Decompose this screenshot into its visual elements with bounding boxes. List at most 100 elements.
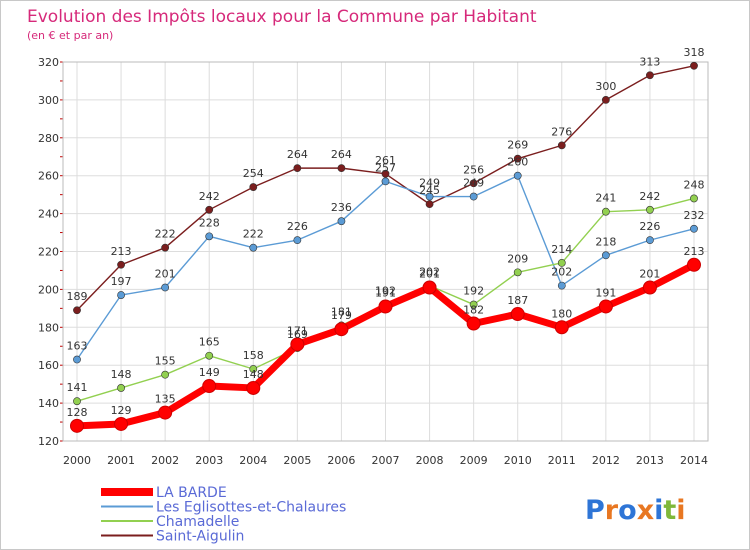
- data-label: 165: [199, 336, 220, 349]
- x-tick-label: 2014: [680, 454, 708, 467]
- series-point-0: [290, 337, 305, 352]
- logo-letter: P: [585, 495, 605, 526]
- series-point-0: [554, 320, 569, 335]
- data-label: 163: [67, 340, 88, 353]
- data-label: 261: [375, 154, 396, 167]
- legend-label: LA BARDE: [156, 485, 227, 501]
- x-tick-label: 2006: [327, 454, 355, 467]
- data-label: 260: [507, 156, 528, 169]
- x-tick-label: 2004: [239, 454, 267, 467]
- y-tick-label: 280: [38, 132, 59, 145]
- series-point-1: [117, 291, 125, 299]
- data-label: 249: [419, 177, 440, 190]
- y-tick-label: 220: [38, 246, 59, 259]
- data-label: 135: [155, 393, 176, 406]
- series-point-3: [513, 154, 522, 163]
- data-label: 171: [287, 324, 308, 337]
- data-label: 213: [684, 245, 705, 258]
- series-point-3: [425, 200, 434, 209]
- series-point-2: [601, 207, 610, 216]
- data-label: 201: [419, 268, 440, 281]
- series-point-1: [690, 224, 698, 233]
- data-label: 257: [375, 161, 396, 174]
- data-label: 201: [155, 268, 176, 281]
- logo-letter: o: [618, 495, 637, 526]
- series-point-0: [422, 280, 437, 295]
- y-tick-label: 120: [38, 435, 59, 448]
- y-tick-label: 240: [38, 208, 59, 221]
- data-label: 191: [375, 286, 396, 299]
- data-label: 242: [199, 190, 220, 203]
- data-label: 192: [463, 285, 484, 298]
- data-label: 155: [155, 355, 176, 368]
- logo-letter: x: [637, 495, 654, 526]
- series-point-3: [337, 164, 346, 173]
- series-point-0: [70, 418, 84, 433]
- data-label: 180: [551, 307, 572, 320]
- data-label: 141: [67, 381, 88, 394]
- plot-border: [62, 61, 709, 442]
- series-point-0: [158, 405, 173, 420]
- data-label: 276: [551, 125, 572, 138]
- data-label: 218: [595, 235, 616, 248]
- series-point-1: [646, 236, 654, 245]
- series-point-1: [557, 281, 566, 290]
- series-point-1: [249, 243, 258, 252]
- series-point-3: [249, 183, 258, 191]
- series-point-3: [293, 164, 302, 173]
- series-point-0: [510, 307, 525, 322]
- proxiti-logo: Proxiti: [585, 495, 686, 526]
- x-tick-label: 2012: [592, 454, 620, 467]
- x-tick-label: 2003: [195, 454, 223, 467]
- series-point-1: [513, 171, 522, 180]
- data-label: 248: [684, 178, 705, 191]
- series-point-2: [205, 351, 214, 360]
- chart-title: Evolution des Impôts locaux pour la Comm…: [27, 7, 537, 27]
- series-point-0: [334, 322, 349, 337]
- x-tick-label: 2007: [372, 454, 400, 467]
- data-label: 158: [243, 349, 264, 362]
- series-point-3: [205, 205, 214, 214]
- series-point-3: [161, 243, 170, 252]
- series-point-0: [598, 299, 613, 314]
- series-point-3: [381, 169, 390, 178]
- y-tick-label: 140: [38, 397, 59, 410]
- series-point-3: [601, 96, 610, 104]
- data-label: 222: [243, 228, 264, 241]
- data-label: 313: [639, 55, 660, 68]
- legend-label: Saint-Aigulin: [156, 529, 244, 545]
- x-tick-label: 2010: [504, 454, 532, 467]
- series-point-0: [114, 416, 129, 431]
- data-label: 241: [595, 192, 616, 205]
- data-label: 269: [507, 139, 528, 152]
- series-point-3: [469, 179, 478, 188]
- data-label: 148: [243, 368, 264, 381]
- data-label: 214: [551, 243, 572, 256]
- y-tick-label: 200: [38, 283, 59, 296]
- y-tick-label: 160: [38, 359, 59, 372]
- data-label: 187: [507, 294, 528, 307]
- data-label: 201: [639, 268, 660, 281]
- series-point-1: [161, 283, 170, 292]
- logo-letter: r: [605, 495, 619, 526]
- series-point-2: [513, 268, 522, 277]
- series-point-3: [73, 306, 81, 315]
- y-tick-label: 320: [38, 56, 59, 69]
- logo-letter: i: [654, 495, 663, 526]
- data-label: 128: [67, 406, 88, 419]
- chart-subtitle: (en € et par an): [27, 29, 113, 42]
- data-label: 189: [67, 290, 88, 303]
- data-label: 264: [287, 148, 308, 161]
- data-label: 254: [243, 167, 264, 180]
- x-tick-label: 2008: [416, 454, 444, 467]
- series-point-1: [293, 236, 302, 245]
- y-tick-label: 300: [38, 94, 59, 107]
- series-point-0: [246, 380, 261, 395]
- x-tick-label: 2002: [151, 454, 179, 467]
- series-point-0: [466, 316, 481, 331]
- series-point-1: [73, 355, 81, 364]
- data-label: 228: [199, 216, 220, 229]
